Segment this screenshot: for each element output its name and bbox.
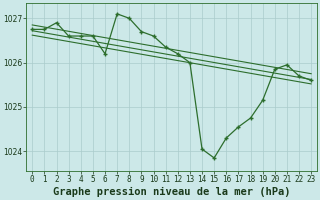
X-axis label: Graphe pression niveau de la mer (hPa): Graphe pression niveau de la mer (hPa) xyxy=(53,187,291,197)
